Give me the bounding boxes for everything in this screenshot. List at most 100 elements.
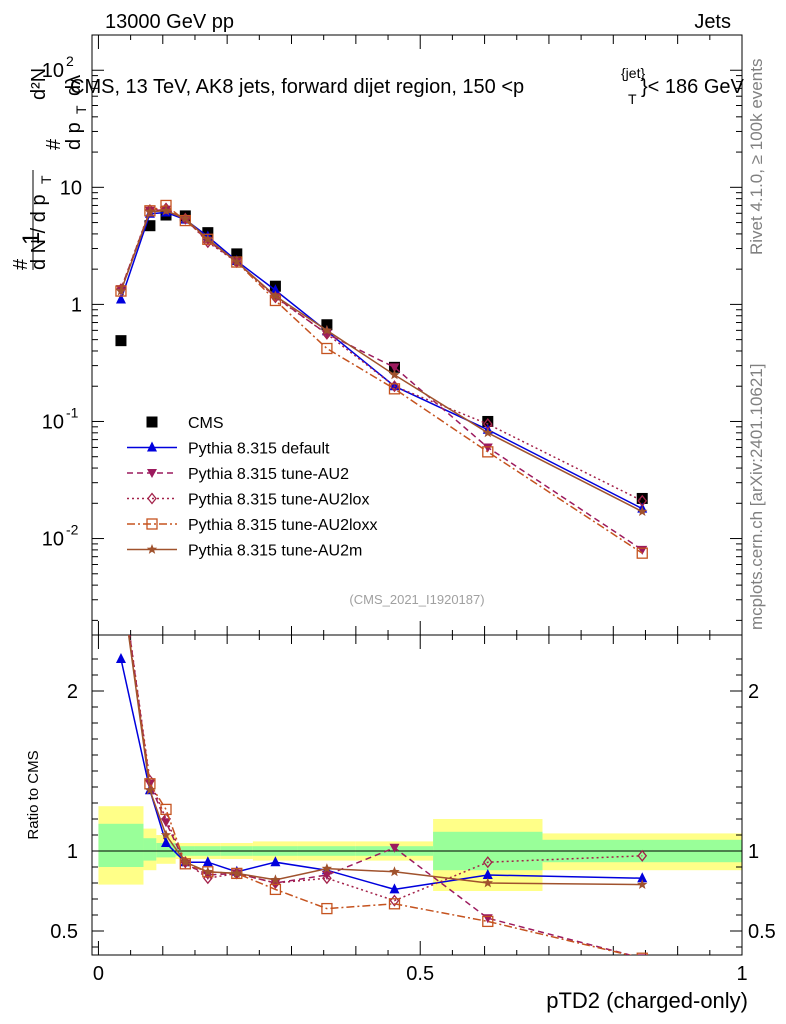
ratio-series-au2 (128, 635, 648, 955)
ratio-point-au2m (637, 879, 648, 889)
legend-label-au2: Pythia 8.315 tune-AU2 (188, 466, 349, 483)
main-point-au2m (389, 369, 400, 380)
main-point-au2loxx (636, 547, 648, 559)
ratio-point-default (637, 872, 648, 883)
legend-label-au2m: Pythia 8.315 tune-AU2m (188, 543, 362, 560)
ratio-point-au2lox (270, 876, 281, 890)
ratio-point-au2loxx (321, 902, 333, 915)
y-title-hash2: # (43, 138, 65, 150)
title-sup: {jet} (621, 65, 645, 81)
header-left: 13000 GeV pp (105, 11, 234, 33)
y-title-hash: # (10, 258, 32, 270)
ratio-point-au2m (202, 866, 214, 877)
main-point-au2lox (116, 283, 126, 296)
legend-label-default: Pythia 8.315 default (188, 441, 330, 458)
main-point-cms (231, 248, 243, 260)
band-green-2 (156, 843, 176, 858)
x-axis-title: pTD2 (charged-only) (546, 988, 748, 1013)
ratio-point-au2m (144, 784, 156, 795)
y-title-denfrac: d p (63, 122, 85, 150)
main-point-au2lox (145, 203, 155, 217)
main-point-cms (482, 415, 494, 427)
ratio-line-au2loxx (128, 635, 633, 955)
ratio-y-axis-title: Ratio to CMS (25, 750, 42, 839)
main-point-au2lox (637, 494, 648, 507)
ratio-line-au2 (128, 635, 633, 955)
header-right: Jets (694, 11, 731, 33)
main-point-au2 (389, 363, 400, 373)
legend-label-cms: CMS (188, 415, 224, 432)
rivet-label: Rivet 4.1.0, ≥ 100k events (747, 59, 766, 255)
legend-marker-au2m (146, 544, 158, 554)
ratio-point-au2m (160, 829, 172, 840)
main-series-au2m (115, 205, 648, 516)
legend-marker-au2lox (147, 492, 157, 505)
y-title-lambda: dλ (63, 75, 85, 96)
main-ytick-exponent: -2 (66, 522, 79, 538)
ratio-point-au2loxx (116, 574, 126, 584)
ratio-point-au2m (270, 874, 281, 885)
ratio-point-au2 (389, 843, 400, 853)
ratio-point-au2loxx (160, 803, 172, 816)
main-ytick-label: 10 (60, 177, 82, 199)
ratio-point-au2m (180, 856, 191, 867)
ratio-frame (91, 634, 743, 956)
legend-entry-au2loxx: Pythia 8.315 tune-AU2loxx (127, 517, 377, 534)
y-title-den1: d N / d p (28, 194, 50, 270)
ratio-bands (98, 806, 742, 891)
legend-entry-au2: Pythia 8.315 tune-AU2 (127, 466, 349, 483)
svg-text:CMS, 13 TeV, AK8 jets, forward: CMS, 13 TeV, AK8 jets, forward dijet reg… (70, 76, 524, 98)
main-point-au2m (202, 233, 214, 244)
legend-entry-au2m: Pythia 8.315 tune-AU2m (127, 543, 362, 560)
main-ytick-label: 10 (42, 411, 64, 433)
legend-entry-default: Pythia 8.315 default (127, 441, 330, 458)
ratio-series-group (115, 566, 648, 955)
ratio-point-au2 (637, 954, 648, 955)
band-green-0 (98, 823, 144, 867)
main-ytick-exponent: 2 (66, 53, 74, 69)
main-point-cms (115, 335, 127, 347)
main-point-au2m (637, 506, 648, 516)
mcplots-label: mcplots.cern.ch [arXiv:2401.10621] (747, 364, 766, 630)
ratio-point-au2loxx (482, 915, 494, 928)
band-green-1 (143, 838, 157, 861)
ratio-ytick-label-right: 0.5 (748, 921, 776, 943)
xtick-label: 1 (736, 963, 747, 985)
ratio-point-au2lox (637, 849, 648, 862)
legend-entry-au2lox: Pythia 8.315 tune-AU2lox (127, 492, 369, 509)
ratio-point-default (482, 869, 493, 879)
legend-label-au2loxx: Pythia 8.315 tune-AU2loxx (188, 517, 377, 534)
ratio-ytick-label: 0.5 (50, 921, 78, 943)
main-ytick-exponent: -1 (66, 404, 79, 420)
main-point-au2m (180, 213, 191, 224)
main-point-au2 (482, 443, 493, 453)
ratio-point-default (115, 653, 126, 663)
main-ytick-label: 1 (71, 294, 82, 316)
ratio-series-au2m (116, 574, 648, 889)
legend-label-au2lox: Pythia 8.315 tune-AU2lox (188, 492, 369, 509)
y-title-t1: T (38, 175, 54, 184)
main-series-cms (115, 209, 648, 504)
main-point-au2m (482, 427, 493, 438)
ratio-ytick-label: 1 (67, 841, 78, 863)
main-point-au2m (270, 290, 281, 301)
ratio-point-au2lox (117, 566, 125, 576)
ratio-point-au2m (116, 574, 127, 584)
y-title-t2: T (73, 105, 89, 114)
analysis-reference: (CMS_2021_I1920187) (349, 592, 484, 607)
ratio-point-au2m (321, 863, 333, 873)
main-series-au2lox (116, 202, 648, 507)
legend-entry-cms: CMS (146, 415, 224, 432)
y-title-num1: 1 (18, 232, 45, 245)
xtick-label: 0.5 (406, 963, 434, 985)
ratio-point-default (202, 856, 213, 867)
ratio-series-au2loxx (116, 574, 648, 955)
legend-marker-au2loxx (146, 518, 158, 530)
main-point-au2m (160, 205, 172, 216)
legend: CMS Pythia 8.315 default Pythia 8.315 tune… (127, 415, 377, 560)
ratio-ytick-label-right: 1 (748, 841, 759, 863)
legend-marker-au2 (147, 469, 157, 478)
ratio-point-default (389, 883, 400, 894)
main-ytick-label: 10 (42, 529, 64, 551)
